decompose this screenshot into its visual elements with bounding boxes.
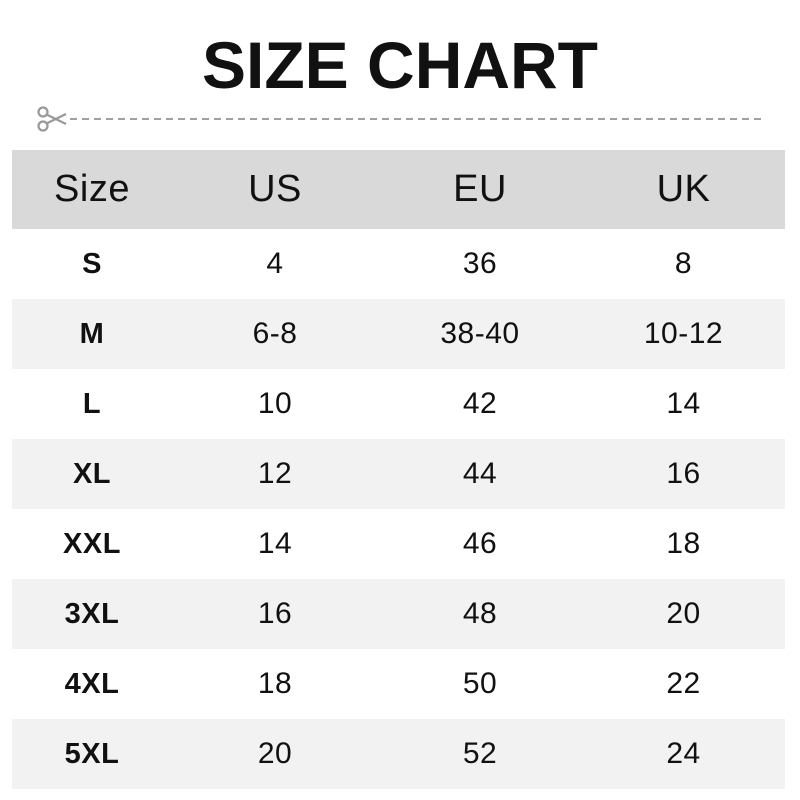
cell-us: 4 xyxy=(266,247,284,280)
cell-eu: 42 xyxy=(462,387,498,420)
table-row: XXL 14 46 18 xyxy=(12,509,785,579)
header-us: US xyxy=(248,168,302,210)
cell-size: 3XL xyxy=(64,597,120,630)
cell-uk: 22 xyxy=(666,667,701,700)
cell-uk: 20 xyxy=(666,597,701,630)
cell-uk: 8 xyxy=(674,247,693,280)
cell-us: 18 xyxy=(257,667,293,700)
cell-us: 6-8 xyxy=(252,317,298,350)
table-row: 4XL 18 50 22 xyxy=(12,649,785,719)
cell-eu: 44 xyxy=(462,457,498,490)
cell-size: XXL xyxy=(63,527,121,560)
cell-size: S xyxy=(82,247,102,280)
table-row: S 4 36 8 xyxy=(12,229,785,299)
header-size: Size xyxy=(54,168,130,210)
header-eu: EU xyxy=(453,168,507,210)
cell-eu: 38-40 xyxy=(440,317,520,350)
cell-uk: 14 xyxy=(666,387,701,420)
size-table: Size US EU UK S 4 36 8 M 6-8 38-40 10-12 L 10 42 14… xyxy=(12,150,785,789)
cell-size: 5XL xyxy=(64,737,120,770)
scissors-icon xyxy=(37,106,67,132)
cell-eu: 48 xyxy=(462,597,498,630)
cell-uk: 24 xyxy=(666,737,701,770)
cell-size: M xyxy=(79,317,105,350)
cell-uk: 16 xyxy=(666,457,701,490)
cell-us: 16 xyxy=(257,597,293,630)
table-row: L 10 42 14 xyxy=(12,369,785,439)
header-uk: UK xyxy=(656,168,711,210)
cell-us: 14 xyxy=(257,527,293,560)
cell-us: 20 xyxy=(257,737,293,770)
cell-size: XL xyxy=(72,457,112,490)
cell-eu: 36 xyxy=(462,247,498,280)
cell-eu: 52 xyxy=(462,737,498,770)
cell-eu: 46 xyxy=(462,527,498,560)
page-title: SIZE CHART xyxy=(202,28,598,102)
table-row: M 6-8 38-40 10-12 xyxy=(12,299,785,369)
table-row: 5XL 20 52 24 xyxy=(12,719,785,789)
cell-us: 12 xyxy=(257,457,293,490)
cell-us: 10 xyxy=(257,387,293,420)
cell-size: 4XL xyxy=(64,667,120,700)
cell-size: L xyxy=(82,387,102,420)
cell-uk: 18 xyxy=(666,527,701,560)
cell-uk: 10-12 xyxy=(643,317,724,350)
table-header: Size US EU UK xyxy=(12,150,785,229)
cut-line xyxy=(37,106,766,132)
table-row: 3XL 16 48 20 xyxy=(12,579,785,649)
cell-eu: 50 xyxy=(462,667,498,700)
table-row: XL 12 44 16 xyxy=(12,439,785,509)
